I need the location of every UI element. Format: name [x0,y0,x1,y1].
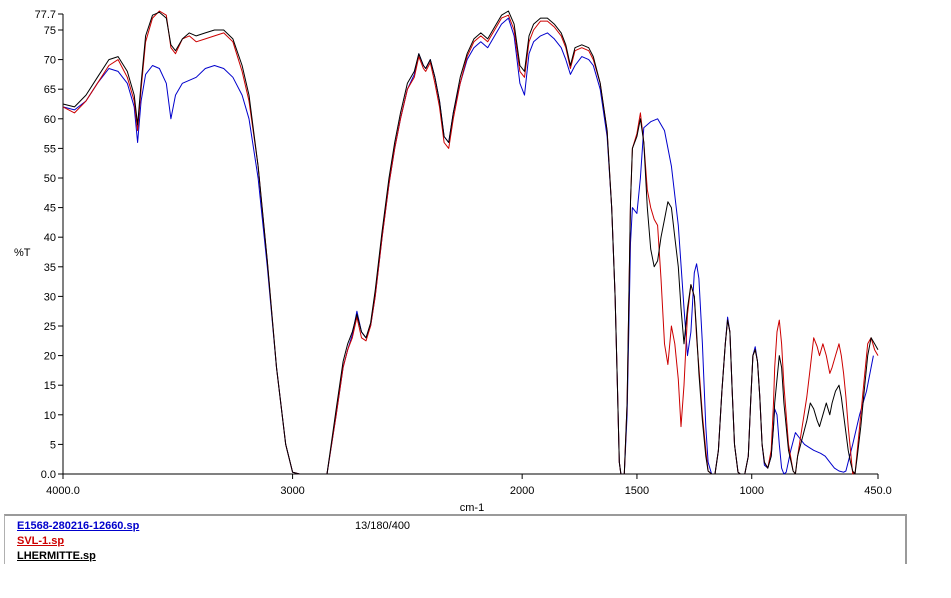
y-tick-label: 20 [44,351,56,363]
x-ticks: 4000.0 3000 2000 1500 1000 450.0 [46,474,892,497]
y-tick-label: 10 [44,410,56,422]
axes [62,14,878,475]
y-tick-label: 35 [44,262,56,274]
y-tick-label: 25 [44,321,56,333]
x-tick-label: 2000 [510,485,534,497]
y-tick-label: 15 [44,380,56,392]
y-tick-label: 40 [44,232,56,244]
spectrum-line-1 [62,17,874,475]
spectrum-line-3 [62,10,879,475]
y-tick-label: 5 [50,439,56,451]
y-tick-label: 55 [44,143,56,155]
x-tick-label: 1000 [739,485,763,497]
x-axis-label: cm-1 [460,502,484,512]
y-tick-label: 70 [44,55,56,67]
y-tick-label: 77.7 [35,9,56,21]
spectrum-line-2 [62,10,879,475]
y-tick-label: 0.0 [41,469,56,481]
y-tick-label: 50 [44,173,56,185]
y-axis-label: %T [14,247,31,259]
spectrum-chart: 77.7 75 70 65 60 55 50 45 40 35 30 25 20 15 10 5 0.0 400… [14,9,892,512]
y-tick-label: 75 [44,25,56,37]
legend-entry-svl-1[interactable]: SVL-1.sp [17,535,65,547]
series-group [62,10,879,475]
y-ticks: 77.7 75 70 65 60 55 50 45 40 35 30 25 20 15 10 5 0.0 [35,9,63,481]
x-tick-label: 4000.0 [46,485,80,497]
legend-entry-lhermitte[interactable]: LHERMITTE.sp [17,550,96,562]
x-tick-label: 450.0 [864,485,892,497]
y-tick-label: 30 [44,291,56,303]
y-tick-label: 60 [44,114,56,126]
legend-panel: E1568-280216-12660.sp SVL-1.sp LHERMITTE… [4,514,907,564]
y-tick-label: 65 [44,84,56,96]
x-tick-label: 3000 [280,485,304,497]
x-tick-label: 1500 [625,485,649,497]
scan-counter: 13/180/400 [355,520,411,532]
legend-entry-e1568[interactable]: E1568-280216-12660.sp [17,520,140,532]
y-tick-label: 45 [44,203,56,215]
